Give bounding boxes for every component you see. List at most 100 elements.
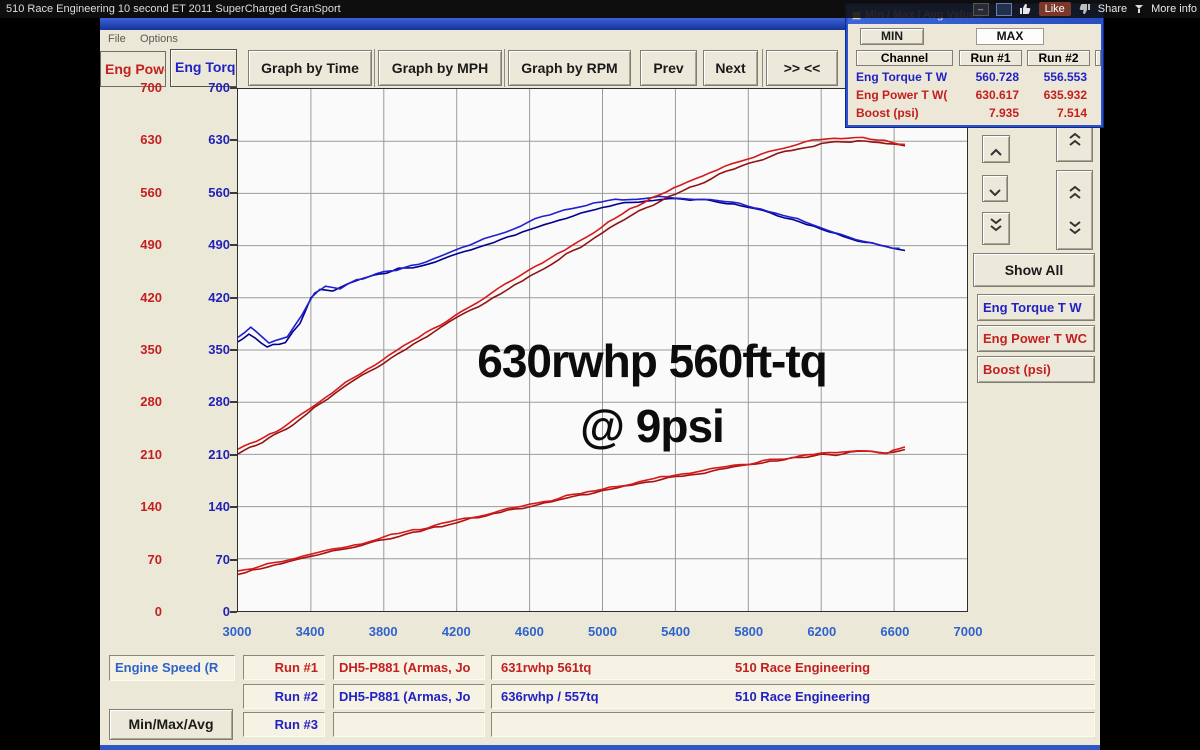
y-axis-label-right-700: 700	[208, 80, 230, 95]
minmax-run1-value-3: 7.935	[988, 106, 1019, 120]
run-result-box-3[interactable]	[491, 712, 1095, 737]
minmax-run2-value-3: 7.514	[1056, 106, 1087, 120]
run-label-box-2[interactable]: Run #2	[243, 684, 325, 709]
header-channel: Channel	[856, 50, 953, 66]
minmax-run1-value-2: 630.617	[975, 88, 1019, 102]
minimize-button[interactable]: –	[972, 2, 989, 16]
menu-options[interactable]: Options	[140, 33, 178, 45]
y-axis-label-right-420: 420	[208, 289, 230, 305]
dyno-chart-plot-area	[237, 88, 968, 612]
tab-eng-power[interactable]: Eng Powe	[100, 51, 166, 87]
series-boost-psi-run-2	[237, 446, 906, 572]
toolbar-separator	[374, 49, 375, 87]
toolbar-button-[interactable]: >> <<	[766, 50, 838, 86]
x-channel-box[interactable]: Engine Speed (R	[109, 655, 235, 681]
scroll-down-button[interactable]	[982, 175, 1008, 202]
y-axis-tick	[230, 296, 237, 299]
run-label-box-1[interactable]: Run #1	[243, 655, 325, 680]
y-axis-label-left-140: 140	[140, 499, 162, 515]
run-result-box-2[interactable]: 636rwhp / 557tq 510 Race Engineering	[491, 684, 1095, 709]
channel-button-boost-psi[interactable]: Boost (psi)	[977, 356, 1095, 383]
show-all-button[interactable]: Show All	[973, 253, 1095, 287]
dyno-app-window: File Options Eng Powe Eng Torq Graph by …	[100, 18, 1100, 750]
toolbar-button-prev[interactable]: Prev	[640, 50, 697, 86]
run-label-3: Run #3	[274, 717, 318, 732]
x-axis-label-4600: 4600	[514, 624, 544, 639]
minmax-run1-value-1: 560.728	[975, 70, 1019, 84]
run-result-box-1[interactable]: 631rwhp 561tq 510 Race Engineering	[491, 655, 1095, 680]
header-run2: Run #2	[1027, 50, 1090, 66]
double-chevron-down-icon	[989, 218, 1003, 237]
video-controls: – Like Share More info	[972, 1, 1197, 17]
run-team-1: 510 Race Engineering	[735, 660, 871, 675]
run-operator-1: DH5-P881 (Armas, Jo	[339, 660, 471, 675]
expand-scale-button[interactable]	[1056, 170, 1093, 250]
series-eng-power-t-wc-run-1	[237, 139, 906, 455]
channel-button-eng-power-t-wc[interactable]: Eng Power T WC	[977, 325, 1095, 352]
minmax-channel-2: Eng Power T W(	[856, 88, 948, 102]
scroll-up-button[interactable]	[982, 135, 1010, 163]
y-axis-label-left-70: 70	[147, 551, 162, 567]
y-axis-tick	[230, 453, 237, 456]
menu-file[interactable]: File	[108, 33, 126, 45]
channel-button-eng-torque-t-w[interactable]: Eng Torque T W	[977, 294, 1095, 321]
tab-max[interactable]: MAX	[976, 28, 1044, 45]
y-axis-label-left-490: 490	[140, 237, 162, 253]
chevron-down-icon	[988, 184, 1002, 201]
x-axis-label-6600: 6600	[880, 624, 910, 639]
y-axis-tick	[230, 191, 237, 194]
y-axis-tick	[230, 611, 237, 613]
y-axis-label-left-560: 560	[140, 184, 162, 200]
video-overlay-bar: 510 Race Engineering 10 second ET 2011 S…	[0, 0, 1200, 18]
run-team-2: 510 Race Engineering	[735, 689, 871, 704]
chevrons-up-down-icon	[1068, 185, 1082, 239]
double-chevron-up-icon	[1068, 132, 1082, 152]
x-channel-label: Engine Speed (R	[115, 660, 219, 675]
more-info-button[interactable]: More info	[1151, 3, 1197, 15]
toolbar-separator	[504, 49, 505, 87]
minmax-run2-value-1: 556.553	[1043, 70, 1087, 84]
restore-button[interactable]	[995, 2, 1012, 16]
tab-min[interactable]: MIN	[860, 28, 924, 45]
zoom-up-button[interactable]	[1056, 126, 1093, 162]
run-operator-box-1[interactable]: DH5-P881 (Armas, Jo	[333, 655, 485, 680]
toolbar-button-next[interactable]: Next	[703, 50, 758, 86]
more-info-icon[interactable]	[1134, 4, 1144, 14]
x-axis-label-4200: 4200	[441, 624, 471, 639]
y-axis-label-left-350: 350	[140, 342, 162, 357]
scroll-down-fast-button[interactable]	[982, 212, 1010, 245]
y-axis-label-left-630: 630	[140, 132, 162, 148]
tab-eng-torque[interactable]: Eng Torq	[170, 49, 237, 87]
share-button[interactable]: Share	[1097, 3, 1128, 15]
y-axis-label-right-280: 280	[208, 394, 230, 410]
y-axis-tick	[230, 349, 237, 351]
run-operator-box-3[interactable]	[333, 712, 485, 737]
x-axis-label-5000: 5000	[588, 624, 617, 639]
x-axis-label-3400: 3400	[295, 624, 325, 639]
toolbar-button-graph-by-time[interactable]: Graph by Time	[248, 50, 372, 86]
like-button[interactable]: Like	[1038, 2, 1071, 16]
header-run1: Run #1	[959, 50, 1022, 66]
y-axis-label-right-560: 560	[208, 184, 230, 200]
y-axis-label-right-70: 70	[215, 551, 230, 567]
y-axis-tick	[230, 506, 237, 509]
thumbs-down-icon[interactable]	[1078, 3, 1091, 15]
minmax-channel-3: Boost (psi)	[856, 106, 919, 120]
series-boost-psi-run-1	[237, 448, 906, 576]
y-axis-label-right-490: 490	[208, 237, 230, 253]
toolbar-button-graph-by-rpm[interactable]: Graph by RPM	[508, 50, 631, 86]
run-label-2: Run #2	[274, 689, 318, 704]
run-label-box-3[interactable]: Run #3	[243, 712, 325, 737]
toolbar-button-graph-by-mph[interactable]: Graph by MPH	[378, 50, 502, 86]
run-result-2: 636rwhp / 557tq	[501, 689, 599, 704]
y-axis-label-right-630: 630	[208, 132, 230, 148]
series-eng-power-t-wc-run-2	[237, 136, 906, 450]
run-operator-2: DH5-P881 (Armas, Jo	[339, 689, 471, 704]
y-axis-tick	[230, 401, 237, 404]
video-title: 510 Race Engineering 10 second ET 2011 S…	[6, 3, 341, 15]
x-axis-label-3000: 3000	[222, 624, 252, 639]
minmax-window: Min / Max / Avg Values MIN MAX Channel R…	[846, 4, 1103, 127]
minmaxavg-button[interactable]: Min/Max/Avg	[109, 709, 233, 740]
run-operator-box-2[interactable]: DH5-P881 (Armas, Jo	[333, 684, 485, 709]
thumbs-up-icon[interactable]	[1019, 3, 1032, 15]
